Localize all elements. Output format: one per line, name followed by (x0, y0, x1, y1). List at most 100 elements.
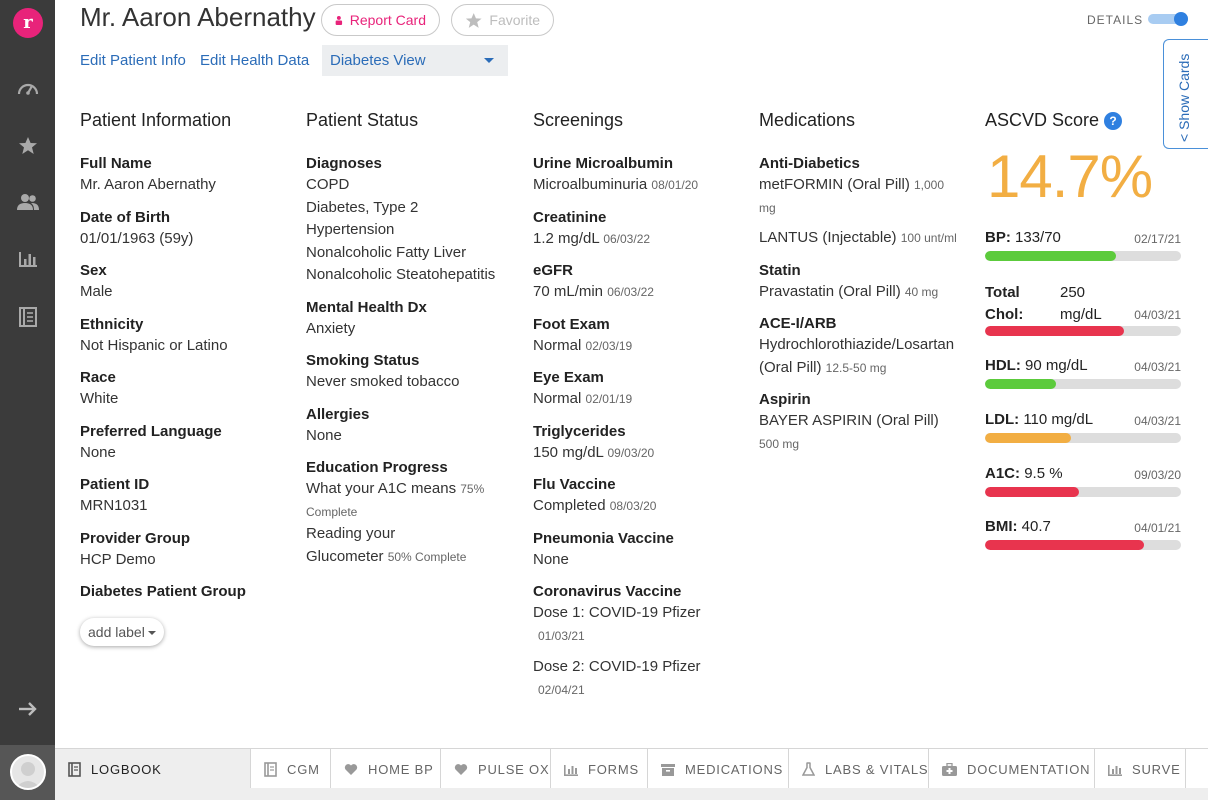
tab-labs-vitals[interactable]: LABS & VITALS (789, 749, 929, 789)
field-value: White (80, 390, 119, 407)
medication-group: ACE-I/ARB Hydrochlorothiazide/Losartan (… (759, 314, 969, 379)
education-title: What your A1C means (306, 480, 457, 497)
metric-value: 250 mg/dL (1060, 284, 1102, 323)
favorite-button[interactable]: Favorite (451, 4, 554, 36)
tab-medications[interactable]: MEDICATIONS (648, 749, 789, 789)
field-value: 150 mg/dL (533, 443, 604, 461)
field-label: Smoking Status (306, 352, 420, 369)
star-icon (465, 12, 482, 28)
field-value: Dose 1: COVID-19 Pfizer (533, 604, 701, 621)
metric-bar (985, 326, 1181, 336)
star-icon[interactable] (15, 132, 41, 158)
field-value: Completed (533, 497, 606, 514)
field-label: eGFR (533, 262, 574, 279)
field-label: Mental Health Dx (306, 298, 427, 316)
education-percent: 75% (460, 482, 485, 496)
field-value: HCP Demo (80, 550, 156, 568)
add-label-button[interactable]: add label (80, 618, 164, 646)
tab-documentation[interactable]: DOCUMENTATION (929, 749, 1095, 789)
view-select-value: Diabetes View (330, 52, 426, 69)
medication-dose: 40 mg (904, 284, 939, 299)
screening-item: Pneumonia Vaccine None (533, 529, 743, 572)
metric-label: A1C: (985, 465, 1021, 482)
tab-label: LOGBOOK (91, 761, 162, 777)
field-date: 01/03/21 (538, 628, 585, 643)
page-title: Mr. Aaron Abernathy (80, 2, 316, 32)
section-title: Screenings (533, 110, 624, 130)
diagnosis-item: Nonalcoholic Steatohepatitis (306, 266, 496, 283)
diagnosis-item: COPD (306, 176, 350, 193)
metric-date: 02/17/21 (1134, 232, 1181, 246)
avatar[interactable] (10, 754, 46, 790)
person-icon (335, 15, 343, 25)
view-select[interactable]: Diabetes View (322, 45, 508, 76)
tab-cgm[interactable]: CGM (251, 749, 331, 789)
list-icon[interactable] (15, 304, 41, 330)
tab-home-bp[interactable]: HOME BP (331, 749, 441, 789)
user-menu[interactable] (0, 745, 55, 800)
tab-pulse-ox[interactable]: PULSE OX (441, 749, 551, 789)
metric-date: 04/01/21 (1134, 521, 1181, 535)
horizontal-scrollbar[interactable] (55, 788, 1208, 800)
tab-label: SURVE (1132, 761, 1181, 777)
help-icon[interactable]: ? (1104, 111, 1123, 130)
tab-label: LABS & VITALS (825, 761, 929, 777)
users-icon[interactable] (15, 189, 41, 215)
info-field: Date of Birth 01/01/1963 (59y) (80, 208, 280, 251)
details-toggle[interactable] (1148, 14, 1188, 24)
notebook-icon (264, 761, 277, 777)
status-field: Smoking Status Never smoked tobacco (306, 351, 516, 394)
field-label: Statin (759, 261, 801, 279)
field-value: Mr. Aaron Abernathy (80, 176, 216, 193)
status-field: Allergies None (306, 405, 516, 448)
report-card-button[interactable]: Report Card (321, 4, 440, 36)
screening-item: Flu Vaccine Completed 08/03/20 (533, 475, 743, 518)
medication-dose: 12.5-50 mg (825, 360, 887, 375)
metric-value: 133/70 (1015, 229, 1061, 246)
screening-item: Creatinine 1.2 mg/dL 06/03/22 (533, 208, 743, 251)
field-label: Coronavirus Vaccine (533, 583, 682, 600)
metric-date: 04/03/21 (1134, 308, 1181, 322)
patient-status-column: Patient Status Diagnoses COPD Diabetes, … (306, 110, 516, 579)
field-label: Eye Exam (533, 369, 604, 386)
field-value: Dose 2: COVID-19 Pfizer (533, 658, 701, 675)
field-label: Diabetes Patient Group (80, 583, 246, 600)
tab-label: DOCUMENTATION (967, 761, 1091, 777)
dashboard-icon[interactable] (15, 75, 41, 101)
tab-surveys[interactable]: SURVE (1095, 749, 1186, 789)
add-label-text: add label (88, 624, 145, 640)
caret-down-icon (484, 58, 494, 63)
arrow-right-icon[interactable] (15, 696, 41, 722)
metric-bar (985, 487, 1181, 497)
medication-dose: 1,000 (914, 178, 945, 192)
details-label: DETAILS (1087, 13, 1144, 27)
tab-label: PULSE OX (478, 761, 550, 777)
metric-bar (985, 379, 1181, 389)
field-label: Allergies (306, 405, 370, 423)
show-cards-tab[interactable]: < Show Cards (1163, 39, 1208, 149)
field-date: 02/01/19 (585, 392, 633, 406)
field-value: Normal (533, 390, 582, 407)
medication-name: BAYER ASPIRIN (Oral Pill) (759, 412, 939, 429)
field-value: 70 mL/min (533, 283, 604, 300)
field-label: Pneumonia Vaccine (533, 529, 674, 547)
edit-health-data-link[interactable]: Edit Health Data (200, 52, 310, 69)
metric-ldl: LDL: 110 mg/dL 04/03/21 (985, 411, 1181, 443)
edit-patient-info-link[interactable]: Edit Patient Info (80, 52, 186, 69)
metric-label: BMI: (985, 518, 1018, 535)
field-label: Date of Birth (80, 208, 170, 226)
medication-dose: 500 mg (759, 436, 800, 451)
field-label: Urine Microalbumin (533, 155, 674, 172)
metric-value: 9.5 % (1024, 465, 1063, 482)
metric-bar (985, 540, 1181, 550)
bar-chart-icon (1108, 764, 1122, 776)
medication-name: Hydrochlorothiazide/Losartan (759, 336, 955, 353)
section-title: Patient Status (306, 110, 419, 130)
tab-logbook[interactable]: LOGBOOK (55, 749, 251, 789)
tab-forms[interactable]: FORMS (551, 749, 648, 789)
bar-chart-icon[interactable] (15, 246, 41, 272)
details-toggle-knob[interactable] (1174, 12, 1188, 26)
app-logo[interactable]: r (13, 8, 43, 38)
heart-icon (344, 763, 358, 775)
field-value: None (306, 426, 342, 444)
